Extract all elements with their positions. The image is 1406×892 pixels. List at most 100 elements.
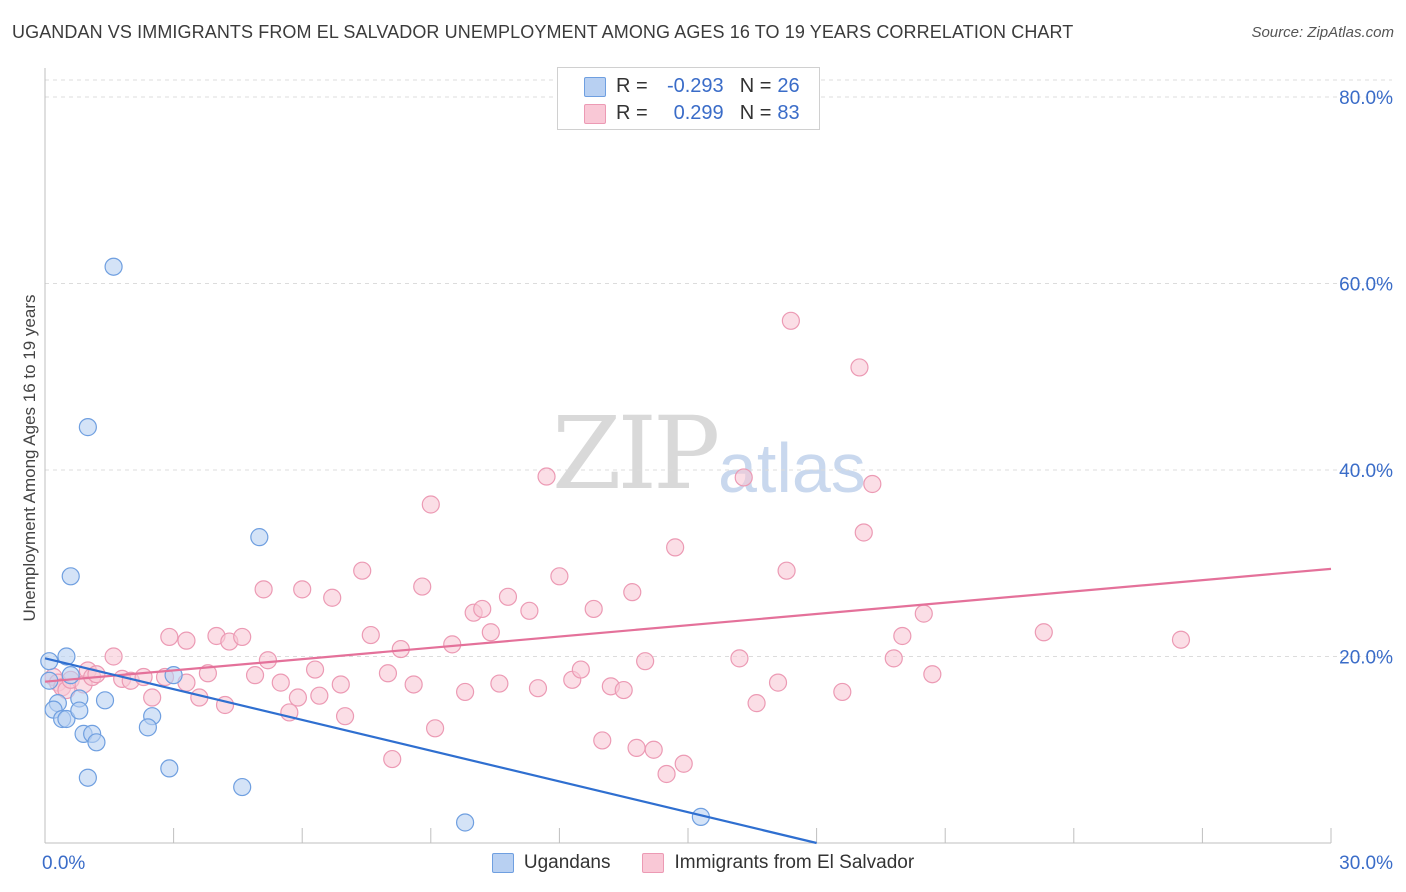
elsalvador-point: [331, 675, 350, 694]
source-label: Source: ZipAtlas.com: [1251, 24, 1394, 41]
elsalvador-point: [734, 468, 753, 487]
elsalvador-point: [404, 675, 423, 694]
r-value: 0.299: [673, 102, 724, 124]
y-tick-label: 60.0%: [1339, 275, 1393, 296]
n-label: N =: [739, 102, 772, 124]
ugandans-point: [160, 759, 179, 778]
elsalvador-point: [636, 652, 655, 671]
elsalvador-point: [1034, 623, 1053, 642]
legend-row-elsalvador: R = 0.299 N = 83: [584, 102, 800, 125]
y-tick-label: 40.0%: [1339, 461, 1393, 482]
elsalvador-point: [657, 764, 676, 784]
elsalvador-point: [498, 587, 518, 606]
elsalvador-point: [528, 679, 548, 698]
elsalvador-point: [473, 599, 492, 619]
elsalvador-point: [1171, 630, 1191, 649]
n-value: 26: [777, 75, 800, 97]
elsalvador-point: [323, 588, 342, 607]
ugandans-point: [138, 718, 157, 737]
elsalvador-point: [674, 754, 693, 773]
legend-item-ugandans[interactable]: Ugandans: [491, 852, 610, 874]
elsalvador-point: [160, 627, 179, 647]
elsalvador-point: [258, 651, 278, 670]
elsalvador-point: [383, 749, 402, 769]
ugandans-point: [104, 257, 123, 276]
elsalvador-point: [768, 673, 788, 692]
elsalvador-point: [627, 738, 646, 757]
elsalvador-point: [884, 649, 903, 668]
elsalvador-point: [571, 660, 590, 679]
elsalvador-point: [863, 474, 882, 494]
elsalvador-point: [481, 623, 500, 642]
ugandans-point: [250, 528, 269, 547]
elsalvador-point: [854, 523, 873, 542]
elsalvador-point: [644, 740, 663, 759]
elsalvador-point: [104, 647, 123, 666]
ugandans-trend-line: [44, 657, 817, 845]
elsalvador-point: [614, 680, 633, 700]
chart-title: UGANDAN VS IMMIGRANTS FROM EL SALVADOR U…: [12, 22, 1074, 42]
ugandans-point: [78, 768, 97, 787]
ugandans-point: [455, 813, 475, 832]
watermark-zip: ZIP: [552, 395, 720, 512]
elsalvador-point: [245, 666, 265, 685]
elsalvador-point: [378, 664, 398, 683]
elsalvador-point: [781, 311, 800, 330]
elsalvador-point: [198, 664, 217, 683]
correlation-legend: R = -0.293 N = 26 R = 0.299 N = 83: [557, 67, 820, 130]
r-value: -0.293: [666, 75, 724, 97]
elsalvador-point: [914, 604, 933, 623]
x-tick-label: 0.0%: [42, 853, 85, 874]
series-legend: Ugandans Immigrants from El Salvador: [0, 852, 1406, 874]
elsalvador-point: [271, 673, 290, 692]
ugandans-point: [95, 691, 115, 710]
elsalvador-point: [335, 707, 355, 726]
elsalvador-point: [233, 627, 252, 647]
elsalvador-point: [777, 561, 796, 580]
elsalvador-swatch: [584, 103, 606, 124]
elsalvador-point: [747, 694, 766, 713]
ugandans-point: [70, 701, 89, 720]
y-tick-label: 80.0%: [1339, 88, 1393, 109]
elsalvador-point: [254, 580, 273, 599]
r-label: R =: [616, 102, 648, 124]
elsalvador-point: [537, 467, 556, 486]
elsalvador-point: [361, 625, 380, 645]
elsalvador-point: [923, 665, 942, 684]
elsalvador-point: [177, 631, 196, 650]
ugandans-point: [61, 666, 80, 685]
ugandans-point: [87, 733, 106, 752]
elsalvador-point: [730, 649, 749, 668]
elsalvador-legend-swatch: [642, 853, 665, 873]
r-label: R =: [616, 75, 648, 97]
elsalvador-point: [305, 660, 325, 679]
watermark-atlas: atlas: [718, 429, 866, 507]
elsalvador-point: [288, 688, 308, 707]
elsalvador-point: [550, 567, 569, 586]
elsalvador-point: [143, 688, 162, 707]
ugandans-legend-swatch: [491, 853, 514, 873]
elsalvador-point: [623, 583, 642, 602]
ugandans-point: [233, 777, 252, 797]
elsalvador-point: [850, 358, 869, 377]
elsalvador-point: [310, 686, 329, 705]
elsalvador-point: [490, 674, 509, 693]
elsalvador-point: [593, 731, 612, 750]
elsalvador-point: [455, 682, 475, 702]
elsalvador-point: [413, 577, 432, 596]
elsalvador-point: [421, 495, 440, 514]
n-value: 83: [777, 102, 800, 124]
n-label: N =: [739, 75, 772, 97]
elsalvador-point: [893, 626, 912, 646]
ugandans-point: [57, 647, 76, 666]
elsalvador-point: [425, 719, 445, 738]
elsalvador-point: [666, 538, 685, 557]
elsalvador-point: [584, 599, 603, 619]
elsalvador-point: [520, 601, 539, 620]
legend-row-ugandans: R = -0.293 N = 26: [584, 75, 800, 98]
ugandans-swatch: [584, 76, 606, 97]
ugandans-point: [57, 709, 76, 729]
legend-item-elsalvador[interactable]: Immigrants from El Salvador: [642, 852, 914, 874]
y-tick-label: 20.0%: [1339, 648, 1393, 669]
